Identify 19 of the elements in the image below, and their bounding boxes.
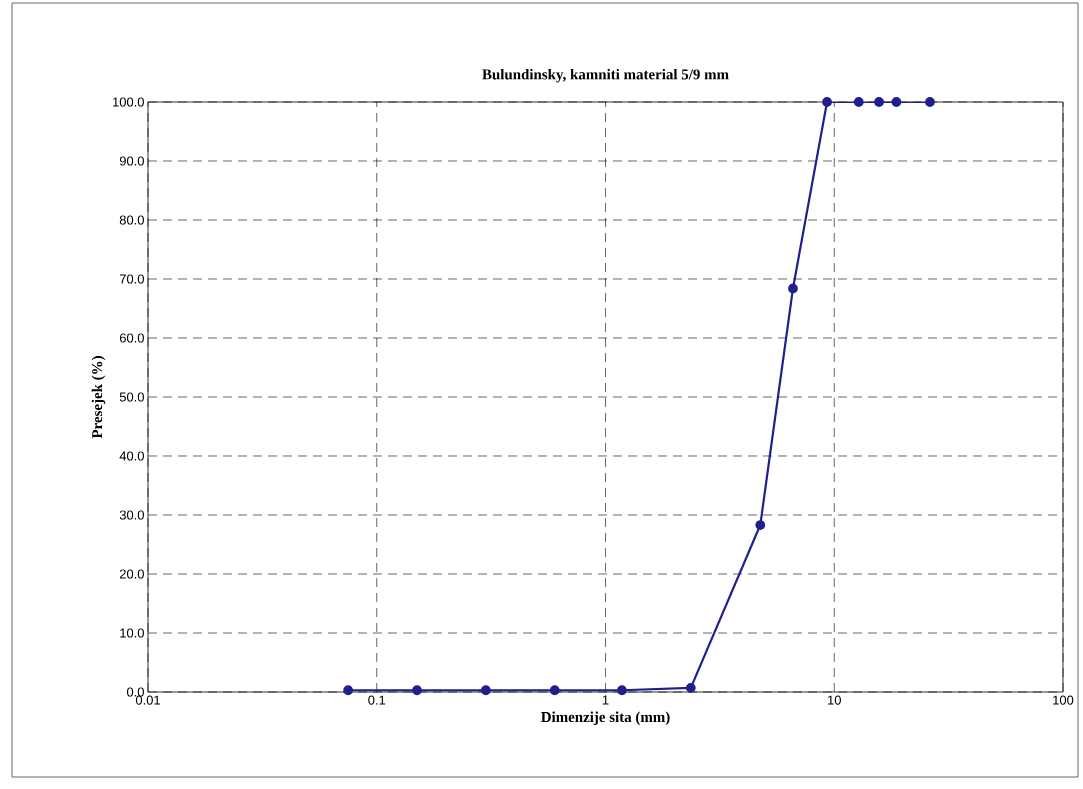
y-tick-label: 50.0 — [119, 392, 144, 402]
x-axis-title: Dimenzije sita (mm) — [541, 711, 670, 726]
y-tick-label: 90.0 — [119, 156, 144, 166]
y-tick-label: 20.0 — [119, 569, 144, 579]
y-tick-label: 70.0 — [119, 274, 144, 284]
x-tick-label: 1 — [602, 695, 609, 705]
y-axis-title: Presejek (%) — [91, 356, 106, 439]
y-tick-label: 40.0 — [119, 451, 144, 461]
y-tick-label: 80.0 — [119, 215, 144, 225]
y-tick-label: 60.0 — [119, 333, 144, 343]
y-tick-label: 10.0 — [120, 628, 144, 638]
y-tick-label: 0.0 — [126, 687, 144, 697]
chart-title: Bulundinsky, kamniti material 5/9 mm — [482, 68, 729, 83]
y-tick-label: 100.0 — [113, 97, 144, 107]
y-tick-label: 30.0 — [119, 510, 144, 520]
x-tick-label: 0.1 — [368, 695, 386, 705]
x-tick-label: 10 — [828, 695, 841, 705]
x-tick-label: 0.01 — [135, 695, 160, 705]
x-tick-label: 100 — [1053, 695, 1074, 705]
